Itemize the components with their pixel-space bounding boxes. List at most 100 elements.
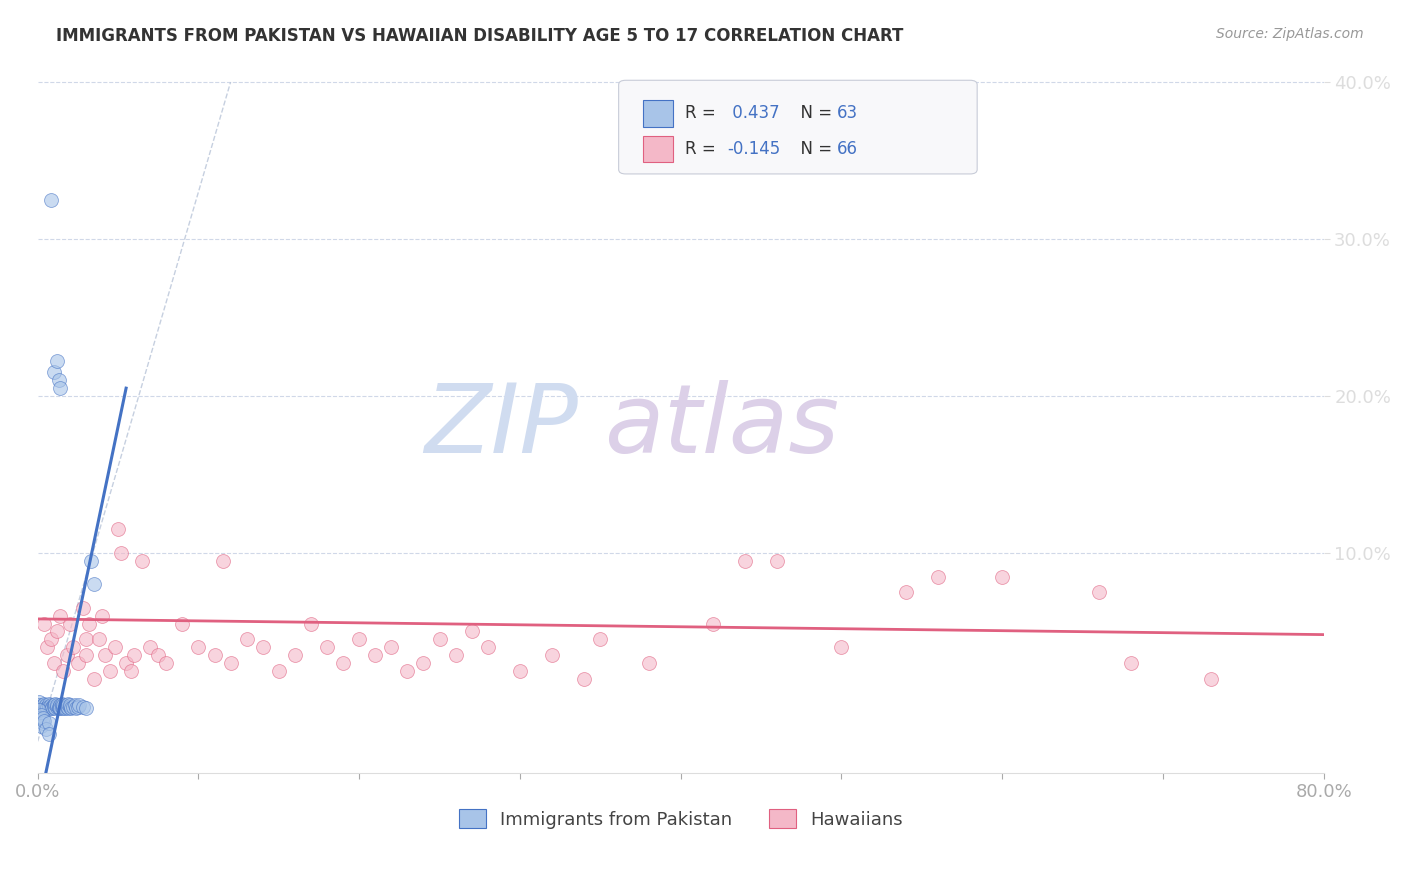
Point bbox=[49, 698, 72, 713]
Point bbox=[58, 697, 80, 711]
Point bbox=[30, 707, 52, 722]
Point bbox=[69, 698, 91, 713]
Text: ZIP: ZIP bbox=[425, 380, 578, 473]
Point bbox=[35, 722, 58, 736]
Point bbox=[110, 546, 132, 560]
Point bbox=[38, 699, 60, 714]
Point bbox=[49, 701, 72, 715]
Point bbox=[46, 699, 69, 714]
Point bbox=[63, 698, 86, 713]
Point bbox=[52, 698, 75, 713]
Point bbox=[30, 719, 52, 733]
Point bbox=[39, 698, 62, 713]
Point bbox=[347, 632, 370, 647]
Point bbox=[58, 701, 80, 715]
Text: N =: N = bbox=[790, 140, 838, 158]
Point bbox=[35, 698, 58, 713]
Point bbox=[66, 656, 89, 670]
Point bbox=[429, 632, 451, 647]
Point bbox=[927, 569, 949, 583]
Point bbox=[107, 523, 129, 537]
Point bbox=[104, 640, 127, 655]
Point bbox=[49, 381, 72, 395]
Point bbox=[28, 695, 51, 709]
Point bbox=[75, 701, 97, 715]
Point bbox=[187, 640, 209, 655]
Point bbox=[38, 715, 60, 730]
Text: R =: R = bbox=[685, 104, 721, 122]
Point bbox=[48, 373, 70, 387]
Point bbox=[51, 697, 73, 711]
Point bbox=[252, 640, 274, 655]
Point bbox=[766, 554, 789, 568]
Point bbox=[62, 699, 84, 714]
Text: 0.437: 0.437 bbox=[727, 104, 779, 122]
Point bbox=[380, 640, 402, 655]
Point bbox=[299, 616, 322, 631]
Point bbox=[44, 697, 66, 711]
Text: atlas: atlas bbox=[603, 380, 838, 473]
Point bbox=[39, 701, 62, 715]
Point bbox=[48, 699, 70, 714]
Point bbox=[80, 554, 103, 568]
Point bbox=[51, 699, 73, 714]
Point bbox=[120, 664, 142, 678]
Point bbox=[83, 577, 105, 591]
Point bbox=[316, 640, 339, 655]
Point bbox=[444, 648, 467, 662]
Point bbox=[219, 656, 242, 670]
Point bbox=[35, 701, 58, 715]
Point bbox=[31, 698, 53, 713]
Point bbox=[38, 697, 60, 711]
Point bbox=[39, 632, 62, 647]
Point bbox=[59, 616, 82, 631]
Point bbox=[28, 703, 51, 717]
Point bbox=[46, 624, 69, 639]
Point bbox=[702, 616, 724, 631]
Text: Source: ZipAtlas.com: Source: ZipAtlas.com bbox=[1216, 27, 1364, 41]
Point bbox=[509, 664, 531, 678]
Point bbox=[55, 698, 77, 713]
Text: N =: N = bbox=[790, 104, 838, 122]
Text: IMMIGRANTS FROM PAKISTAN VS HAWAIIAN DISABILITY AGE 5 TO 17 CORRELATION CHART: IMMIGRANTS FROM PAKISTAN VS HAWAIIAN DIS… bbox=[56, 27, 904, 45]
Point bbox=[55, 648, 77, 662]
Point bbox=[28, 711, 51, 725]
Point bbox=[49, 608, 72, 623]
Point bbox=[65, 701, 87, 715]
Point bbox=[139, 640, 162, 655]
Point bbox=[31, 711, 53, 725]
Point bbox=[131, 554, 153, 568]
Point bbox=[52, 664, 75, 678]
Point bbox=[28, 698, 51, 713]
Point bbox=[332, 656, 354, 670]
Point bbox=[66, 699, 89, 714]
Point bbox=[412, 656, 434, 670]
Point bbox=[1119, 656, 1142, 670]
Point bbox=[39, 193, 62, 207]
Text: 63: 63 bbox=[837, 104, 858, 122]
Point bbox=[30, 699, 52, 714]
Point bbox=[37, 640, 59, 655]
Point bbox=[32, 697, 55, 711]
Point bbox=[31, 701, 53, 715]
Point bbox=[284, 648, 307, 662]
Point bbox=[1087, 585, 1109, 599]
Point bbox=[37, 701, 59, 715]
Point bbox=[75, 632, 97, 647]
Point bbox=[42, 366, 65, 380]
Point bbox=[41, 699, 63, 714]
Point bbox=[115, 656, 138, 670]
Point bbox=[172, 616, 194, 631]
Legend: Immigrants from Pakistan, Hawaiians: Immigrants from Pakistan, Hawaiians bbox=[451, 802, 910, 836]
Point bbox=[734, 554, 756, 568]
Point bbox=[148, 648, 170, 662]
Point bbox=[235, 632, 257, 647]
Point bbox=[32, 714, 55, 728]
Point bbox=[42, 656, 65, 670]
Point bbox=[53, 699, 76, 714]
Text: 66: 66 bbox=[837, 140, 858, 158]
Point bbox=[32, 616, 55, 631]
Point bbox=[37, 699, 59, 714]
Point bbox=[830, 640, 852, 655]
Point bbox=[75, 648, 97, 662]
